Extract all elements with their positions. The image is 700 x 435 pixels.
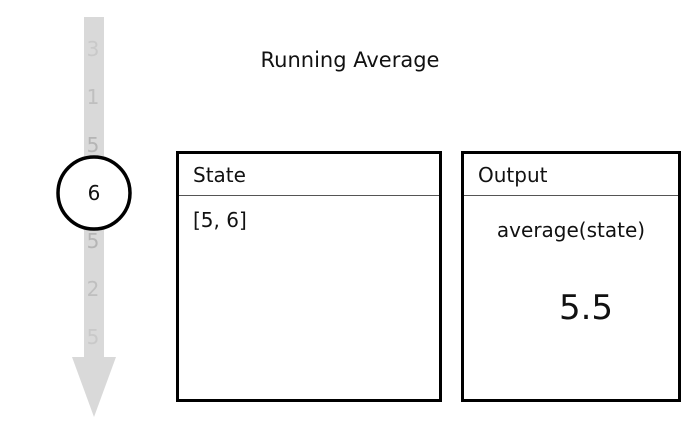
output-panel: Output average(state) 5.5 xyxy=(461,151,681,402)
state-panel-header: State xyxy=(179,154,439,196)
stream-item: 3 xyxy=(87,37,100,61)
stream-item: 5 xyxy=(87,229,100,253)
stream-item: 2 xyxy=(87,277,100,301)
stream-item: 5 xyxy=(87,325,100,349)
stream-arrow-head xyxy=(72,357,116,417)
stream-item: 5 xyxy=(87,133,100,157)
current-stream-item: 6 xyxy=(88,181,101,205)
output-value: 5.5 xyxy=(558,288,614,328)
state-panel: State [5, 6] xyxy=(176,151,442,402)
state-value: [5, 6] xyxy=(193,208,247,232)
output-formula: average(state) xyxy=(496,218,646,242)
current-item-circle xyxy=(56,155,132,231)
output-panel-header: Output xyxy=(464,154,678,196)
diagram-title: Running Average xyxy=(260,48,440,72)
input-stream: 3 1 5 6 5 2 5 xyxy=(56,17,132,417)
stream-item: 1 xyxy=(87,85,100,109)
stream-items: 3 1 5 6 5 2 5 xyxy=(56,37,132,349)
